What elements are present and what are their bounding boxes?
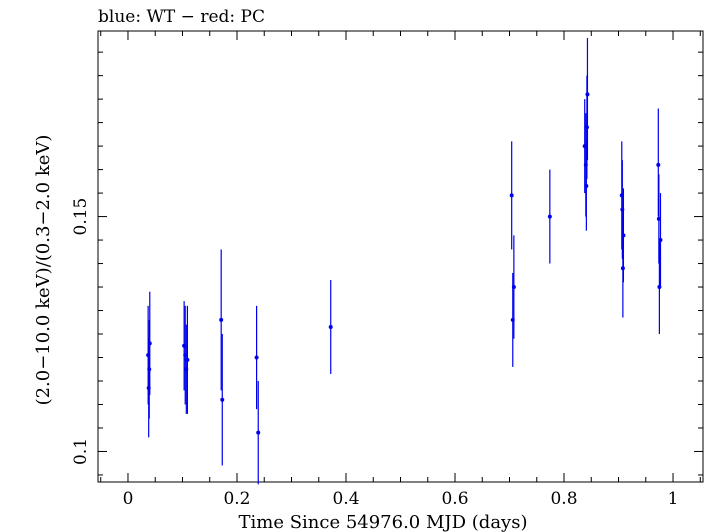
data-point xyxy=(256,430,261,435)
data-point xyxy=(658,238,663,243)
y-tick-label: 0.1 xyxy=(71,438,91,465)
x-tick-label: 1 xyxy=(668,489,679,509)
x-axis: 0 0.2 0.4 0.6 0.8 1 xyxy=(100,31,701,509)
x-tick-label: 0.6 xyxy=(441,489,468,509)
data-point xyxy=(254,355,259,360)
data-point xyxy=(185,357,190,362)
data-point xyxy=(585,92,590,97)
chart-title: blue: WT − red: PC xyxy=(98,7,265,27)
data-point xyxy=(220,397,225,402)
data-point xyxy=(584,184,589,189)
x-tick-label: 0.2 xyxy=(223,489,250,509)
x-tick-label: 0.4 xyxy=(332,489,359,509)
data-series xyxy=(146,38,663,485)
data-point xyxy=(147,341,152,346)
data-point xyxy=(656,162,661,167)
data-point xyxy=(328,324,333,329)
data-point xyxy=(219,317,224,322)
data-point xyxy=(656,216,661,221)
y-tick-label: 0.15 xyxy=(71,198,91,236)
y-axis: 0.1 0.15 xyxy=(71,51,703,476)
y-axis-label: (2.0−10.0 keV)/(0.3−2.0 keV) xyxy=(33,135,54,406)
data-point xyxy=(509,193,514,198)
data-point xyxy=(621,233,626,238)
x-axis-label: Time Since 54976.0 MJD (days) xyxy=(238,512,527,532)
x-tick-label: 0 xyxy=(123,489,134,509)
x-tick-label: 0.8 xyxy=(550,489,577,509)
plot-frame xyxy=(97,30,704,483)
data-point xyxy=(511,285,516,290)
data-point xyxy=(547,214,552,219)
